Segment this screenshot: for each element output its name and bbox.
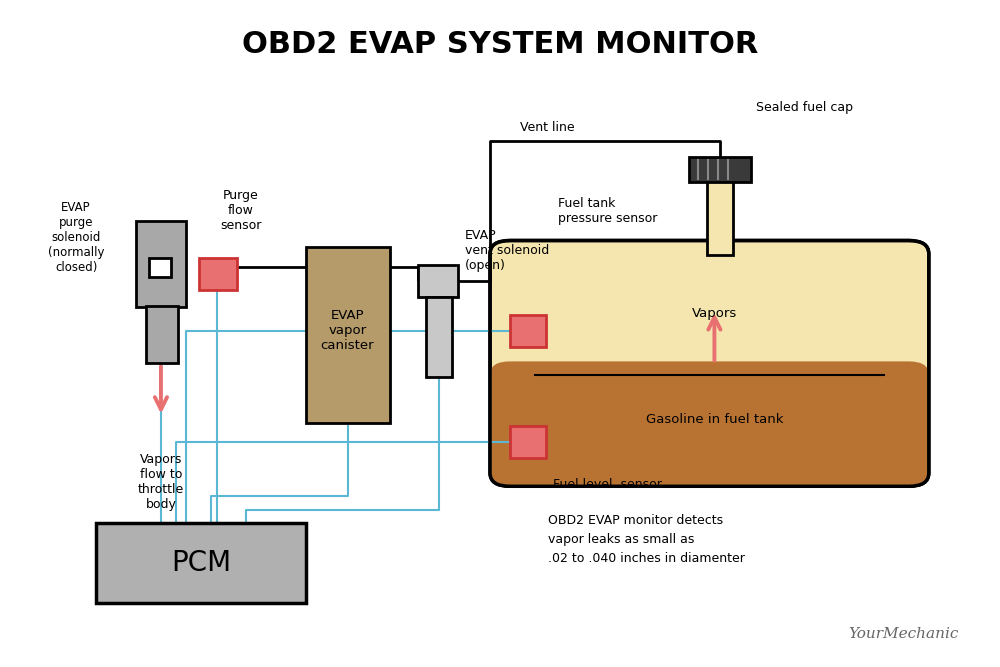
Text: OBD2 EVAP SYSTEM MONITOR: OBD2 EVAP SYSTEM MONITOR bbox=[242, 30, 758, 59]
FancyBboxPatch shape bbox=[199, 258, 237, 290]
Text: YourMechanic: YourMechanic bbox=[848, 627, 959, 641]
FancyBboxPatch shape bbox=[490, 241, 929, 486]
FancyBboxPatch shape bbox=[136, 221, 186, 307]
Text: OBD2 EVAP monitor detects
vapor leaks as small as
.02 to .040 inches in diamente: OBD2 EVAP monitor detects vapor leaks as… bbox=[548, 514, 745, 565]
Text: EVAP
purge
solenoid
(normally
closed): EVAP purge solenoid (normally closed) bbox=[48, 201, 104, 273]
FancyBboxPatch shape bbox=[689, 157, 751, 182]
FancyBboxPatch shape bbox=[490, 362, 929, 486]
FancyBboxPatch shape bbox=[510, 315, 546, 347]
FancyBboxPatch shape bbox=[96, 523, 306, 602]
FancyBboxPatch shape bbox=[707, 179, 733, 255]
Text: Sealed fuel cap: Sealed fuel cap bbox=[756, 101, 853, 114]
FancyBboxPatch shape bbox=[146, 305, 178, 364]
Text: Fuel tank
pressure sensor: Fuel tank pressure sensor bbox=[558, 197, 657, 225]
FancyBboxPatch shape bbox=[510, 426, 546, 458]
FancyBboxPatch shape bbox=[306, 247, 390, 423]
Text: Vapors
flow to
throttle
body: Vapors flow to throttle body bbox=[138, 453, 184, 511]
Text: Vapors: Vapors bbox=[692, 307, 737, 320]
Text: Fuel level  sensor: Fuel level sensor bbox=[553, 478, 662, 492]
Text: Purge
flow
sensor: Purge flow sensor bbox=[220, 189, 261, 232]
Text: Gasoline in fuel tank: Gasoline in fuel tank bbox=[646, 414, 783, 426]
Text: EVAP
vent solenoid
(open): EVAP vent solenoid (open) bbox=[465, 229, 549, 272]
FancyBboxPatch shape bbox=[426, 297, 452, 377]
Text: Vent line: Vent line bbox=[520, 121, 575, 134]
Text: PCM: PCM bbox=[171, 549, 231, 577]
FancyBboxPatch shape bbox=[418, 265, 458, 297]
Text: EVAP
vapor
canister: EVAP vapor canister bbox=[321, 309, 374, 352]
FancyBboxPatch shape bbox=[149, 258, 171, 277]
